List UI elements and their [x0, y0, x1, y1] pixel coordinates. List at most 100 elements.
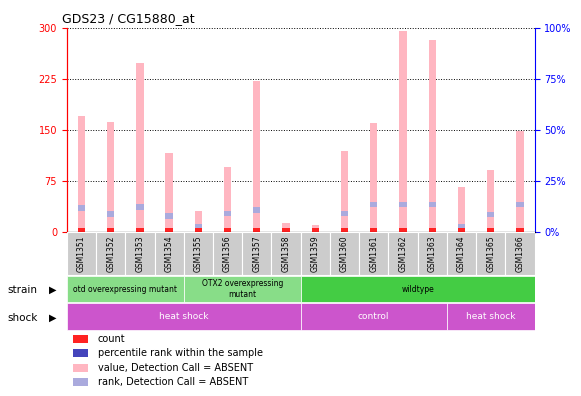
Text: GSM1366: GSM1366 — [515, 235, 525, 272]
Bar — [166, 228, 173, 232]
Bar — [301, 232, 330, 275]
Bar — [301, 276, 535, 303]
Text: percentile rank within the sample: percentile rank within the sample — [98, 348, 263, 358]
Bar — [107, 122, 114, 232]
Bar — [195, 211, 202, 232]
Text: GDS23 / CG15880_at: GDS23 / CG15880_at — [62, 12, 195, 25]
Bar — [311, 228, 319, 233]
Bar — [370, 228, 378, 232]
Bar — [184, 232, 213, 275]
Bar — [399, 202, 407, 207]
Bar — [370, 202, 378, 207]
Text: otd overexpressing mutant: otd overexpressing mutant — [73, 285, 177, 293]
Bar — [429, 40, 436, 232]
Bar — [399, 228, 407, 232]
Bar — [458, 187, 465, 232]
Bar — [195, 223, 202, 229]
Bar — [253, 228, 260, 232]
Text: GSM1362: GSM1362 — [399, 235, 407, 272]
Text: GSM1358: GSM1358 — [282, 235, 290, 272]
Bar — [429, 228, 436, 232]
Text: heat shock: heat shock — [466, 312, 515, 321]
Bar — [224, 228, 231, 232]
Bar — [67, 232, 96, 275]
Bar — [311, 228, 319, 232]
Text: heat shock: heat shock — [159, 312, 209, 321]
Text: GSM1365: GSM1365 — [486, 235, 495, 272]
Bar — [136, 63, 144, 232]
Bar — [253, 207, 260, 213]
Text: GSM1351: GSM1351 — [77, 235, 86, 272]
Text: GSM1353: GSM1353 — [135, 235, 145, 272]
Bar — [399, 202, 407, 207]
Bar — [78, 205, 85, 211]
Bar — [253, 207, 260, 213]
Bar — [242, 232, 271, 275]
Bar — [487, 212, 494, 217]
Bar — [458, 228, 465, 232]
Bar — [224, 211, 231, 216]
Bar — [330, 232, 359, 275]
Bar — [517, 131, 523, 232]
Bar — [341, 228, 348, 232]
Bar — [282, 228, 290, 233]
Bar — [125, 232, 155, 275]
Bar — [73, 349, 88, 357]
Bar — [447, 303, 535, 330]
Bar — [282, 228, 290, 232]
Bar — [429, 202, 436, 207]
Bar — [505, 232, 535, 275]
Text: value, Detection Call = ABSENT: value, Detection Call = ABSENT — [98, 363, 253, 373]
Bar — [487, 170, 494, 232]
Text: GSM1364: GSM1364 — [457, 235, 466, 272]
Text: OTX2 overexpressing
mutant: OTX2 overexpressing mutant — [202, 280, 283, 299]
Bar — [341, 211, 348, 216]
Bar — [271, 232, 301, 275]
Bar — [458, 224, 465, 230]
Text: GSM1361: GSM1361 — [370, 235, 378, 272]
Bar — [184, 276, 301, 303]
Bar — [301, 303, 447, 330]
Bar — [429, 202, 436, 207]
Bar — [487, 228, 494, 232]
Text: ▶: ▶ — [49, 312, 57, 323]
Text: GSM1352: GSM1352 — [106, 235, 115, 272]
Text: strain: strain — [8, 285, 38, 295]
Bar — [282, 223, 290, 232]
Bar — [517, 202, 523, 207]
Bar — [136, 228, 144, 232]
Bar — [418, 232, 447, 275]
Bar — [447, 232, 476, 275]
Bar — [253, 81, 260, 232]
Bar — [166, 154, 173, 232]
Bar — [78, 228, 85, 232]
Bar — [78, 116, 85, 232]
Bar — [96, 232, 125, 275]
Text: rank, Detection Call = ABSENT: rank, Detection Call = ABSENT — [98, 377, 248, 387]
Bar — [107, 228, 114, 232]
Bar — [67, 303, 301, 330]
Bar — [195, 223, 202, 229]
Bar — [107, 211, 114, 217]
Text: GSM1363: GSM1363 — [428, 235, 437, 272]
Bar — [213, 232, 242, 275]
Bar — [399, 31, 407, 232]
Bar — [388, 232, 418, 275]
Text: GSM1356: GSM1356 — [223, 235, 232, 272]
Bar — [107, 211, 114, 217]
Text: ▶: ▶ — [49, 285, 57, 295]
Text: GSM1354: GSM1354 — [164, 235, 174, 272]
Bar — [67, 276, 184, 303]
Bar — [155, 232, 184, 275]
Bar — [517, 202, 523, 207]
Text: count: count — [98, 334, 125, 344]
Text: GSM1357: GSM1357 — [252, 235, 261, 272]
Bar — [166, 213, 173, 219]
Bar — [341, 151, 348, 232]
Text: wildtype: wildtype — [401, 285, 434, 293]
Bar — [359, 232, 388, 275]
Text: GSM1360: GSM1360 — [340, 235, 349, 272]
Bar — [136, 204, 144, 210]
Bar — [517, 228, 523, 232]
Bar — [370, 202, 378, 207]
